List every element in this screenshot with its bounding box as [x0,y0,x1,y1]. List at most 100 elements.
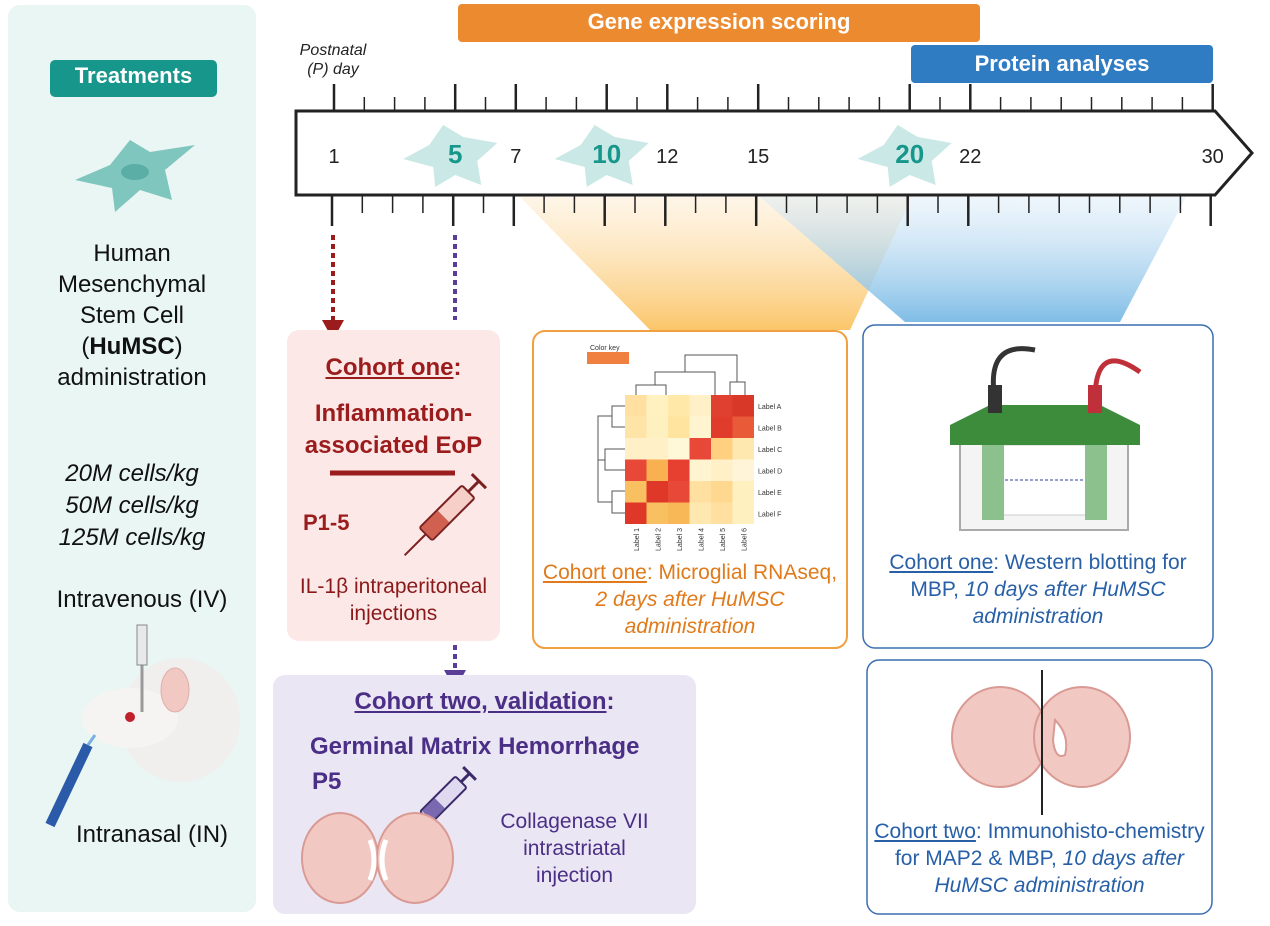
dose: 20M cells/kg [65,460,199,487]
col-label: Label 1 [634,528,641,551]
text: Cohort one [542,561,647,584]
text-line: Mesenchymal [57,271,207,298]
western-caption: Cohort one: Western blotting for MBP, 10… [870,549,1206,630]
cell-icon [554,125,649,187]
heatmap-cell [625,481,647,503]
heatmap-cell [668,416,690,438]
text: Cohort two [874,820,976,843]
cohort-one-model: Inflammation- associated EoP [287,398,500,462]
protein-wedge [760,197,1186,322]
mouse-icon [45,624,240,828]
text-line: Inflammation- [314,400,473,427]
text: Cohort one [325,354,454,381]
heatmap-cell [732,502,754,524]
day-label: 5 [448,139,462,169]
heatmap-cell [625,502,647,524]
text: ) [174,333,183,360]
gene-expression-label: Gene expression scoring [587,9,851,34]
cohort-one-treatment: IL-1β intraperitoneal injections [299,575,488,625]
cell-nucleus [121,164,149,180]
cell-icon [403,125,498,187]
protein-label: Protein analyses [974,51,1150,76]
text: 10 days after HuMSC administration [934,847,1185,897]
text: : [453,354,462,381]
row-label: Label B [758,425,782,432]
heatmap-cell [711,438,733,460]
col-label: Label 4 [698,528,705,551]
abbr: HuMSC [89,333,175,360]
cohort-one-days: P1-5 [303,510,350,535]
cohort-two-treatment: Collagenase VII intrastriatal injection [500,810,649,887]
heatmap-cell [646,502,668,524]
heatmap-cell [646,481,668,503]
text-line: Human [93,240,171,267]
cell-icon [857,125,952,187]
text-line: (P) day [307,61,359,78]
text: : Microglial RNAseq, [646,561,838,584]
text-line: Stem Cell [79,302,185,329]
text-line: Postnatal [299,42,367,59]
col-label: Label 5 [720,528,727,551]
heatmap-cell [711,481,733,503]
day-label: 7 [510,146,521,168]
heatmap-cell [732,459,754,481]
heatmap-cell [689,481,711,503]
day-label: 30 [1202,146,1224,168]
text: ( [81,333,90,360]
heatmap-cell [646,459,668,481]
row-label: Label D [758,468,782,475]
col-label: Label 3 [677,528,684,551]
route-in: Intranasal (IN) [75,821,229,848]
day-label: 20 [895,139,924,169]
heatmap-cell [711,459,733,481]
cohort-two-days: P5 [312,768,342,795]
text-line: associated EoP [304,432,483,459]
brain-icon [951,670,1131,815]
heatmap-cell [668,395,690,417]
heatmap-cell [732,481,754,503]
row-label: Label F [758,511,781,518]
text-line: administration [57,364,207,391]
heatmap-cell [668,459,690,481]
treatments-badge [50,60,217,97]
heatmap-cell [646,395,668,417]
heatmap-cell [646,416,668,438]
heatmap-cell [711,395,733,417]
treatments-title: Treatments [74,63,193,88]
col-label: Label 2 [655,528,662,551]
row-label: Label C [758,447,782,454]
text: 2 days after HuMSC administration [595,588,785,638]
row-label: Label A [758,404,782,411]
dose: 125M cells/kg [58,524,206,551]
heatmap-cell [732,395,754,417]
brain-icon [301,812,454,904]
heatmap-cell [689,395,711,417]
text: 10 days after HuMSC administration [964,578,1166,628]
heatmap-cell [625,459,647,481]
text: : Western blotting for MBP, [910,551,1187,601]
route-iv: Intravenous (IV) [56,586,228,613]
heatmap-cell [625,416,647,438]
day-label: 1 [328,146,339,168]
cohort-one-box [287,330,500,641]
heatmap-cell [711,502,733,524]
heatmap-cell [689,502,711,524]
heatmap-cell [732,438,754,460]
dendrogram [635,354,746,395]
heatmap-cell [732,416,754,438]
text: Cohort two, validation [354,688,607,715]
cell-description: Human Mesenchymal Stem Cell (HuMSC) admi… [8,238,256,393]
doses: 20M cells/kg 50M cells/kg 125M cells/kg [8,458,256,554]
text: : [606,688,615,715]
cohort-two-model: Germinal Matrix Hemorrhage [310,733,640,760]
heatmap-cell [689,459,711,481]
heatmap-cell [668,438,690,460]
heatmap-cell [646,438,668,460]
heatmap-cell [689,416,711,438]
heatmap-cell [711,416,733,438]
western-icon [950,346,1142,531]
day-label: 15 [747,146,769,168]
cohort-two-title: Cohort two, validation: [273,688,696,716]
